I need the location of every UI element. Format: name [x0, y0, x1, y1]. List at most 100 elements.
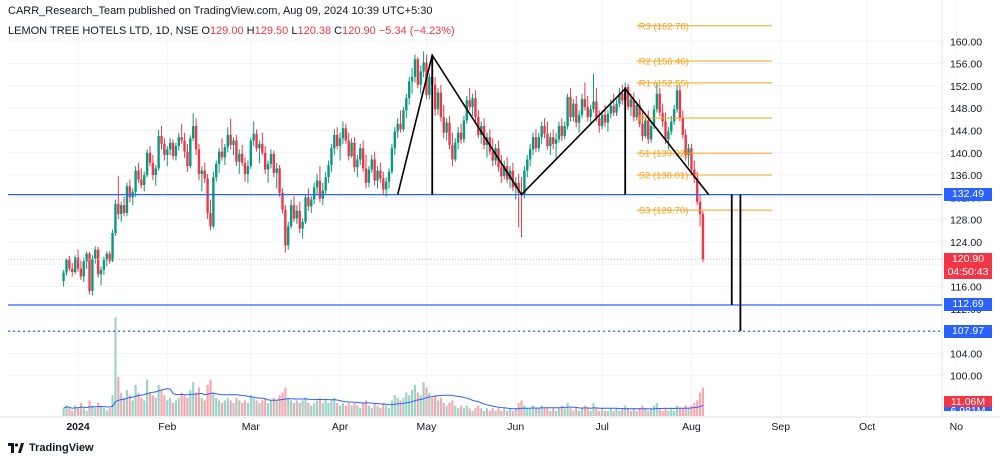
volume-bar	[226, 397, 229, 416]
candle-body	[448, 122, 451, 145]
volume-bar	[157, 384, 160, 416]
candle-body	[598, 118, 601, 127]
volume-bar	[506, 410, 509, 416]
volume-bar	[482, 410, 486, 416]
candle-body	[238, 153, 241, 162]
volume-bar	[143, 400, 146, 416]
volume-bar	[382, 403, 385, 416]
volume-bar	[650, 408, 653, 416]
volume-bar	[218, 400, 221, 416]
candle-body	[255, 133, 258, 149]
volume-bar	[552, 408, 555, 416]
volume-bar	[229, 400, 232, 416]
candle-body	[419, 71, 422, 85]
candle-body	[174, 146, 178, 157]
volume-bar	[626, 408, 630, 416]
volume-bar	[232, 403, 235, 416]
volume-bar	[347, 403, 350, 416]
volume-bar	[396, 397, 399, 416]
candle-body	[402, 110, 405, 130]
volume-bar	[554, 410, 558, 416]
candle-body	[281, 192, 284, 210]
time-tick-label: Mar	[242, 421, 261, 433]
candle-body	[315, 180, 319, 188]
volume-bar	[511, 410, 514, 416]
candle-body	[341, 128, 345, 139]
volume-bar	[624, 405, 627, 416]
candle-body	[439, 92, 443, 118]
volume-bar	[465, 405, 468, 416]
volume-bar	[693, 403, 696, 416]
candle-body	[589, 109, 592, 118]
candle-body	[583, 99, 587, 108]
volume-bar	[292, 403, 296, 416]
volume-bar	[235, 397, 238, 416]
volume-bar	[454, 405, 457, 416]
candle-body	[471, 98, 474, 108]
candle-body	[120, 205, 123, 215]
candle-body	[569, 97, 572, 118]
volume-bar	[523, 405, 526, 416]
candle-body	[304, 197, 307, 222]
volume-bar	[439, 397, 442, 416]
candle-body	[451, 144, 454, 160]
candle-body	[399, 123, 402, 130]
volume-bar	[258, 403, 261, 416]
volume-bars	[62, 317, 705, 416]
double-top-pattern	[396, 53, 742, 332]
candle-body	[600, 114, 604, 127]
published-line: CARR_Research_Team published on TradingV…	[8, 5, 433, 17]
time-axis[interactable]: 2024 Feb Mar Apr May Jun Jul Aug Sep Oct No	[66, 421, 963, 433]
candle-body	[68, 259, 71, 269]
volume-bar	[546, 408, 549, 416]
volume-bar	[531, 405, 535, 416]
volume-bar	[261, 400, 264, 416]
candle-body	[364, 168, 368, 183]
candle-body	[612, 105, 615, 113]
volume-bar	[278, 395, 281, 416]
volume-bar	[405, 392, 408, 416]
candle-body	[687, 148, 690, 155]
volume-bar	[272, 397, 275, 416]
candle-body	[454, 142, 457, 160]
volume-bar	[166, 400, 169, 416]
volume-bar	[615, 408, 618, 416]
time-tick-label: Jun	[507, 421, 524, 433]
candle-body	[681, 118, 684, 135]
candle-body	[575, 103, 578, 123]
volume-bar	[583, 405, 586, 416]
volume-bar	[419, 395, 422, 416]
tradingview-logo[interactable]: TradingView	[8, 442, 94, 454]
volume-bar	[696, 400, 699, 416]
candle-body	[91, 258, 94, 291]
volume-bar	[189, 390, 192, 416]
candle-body	[405, 98, 408, 111]
candle-body	[62, 272, 65, 281]
candle-body	[88, 253, 91, 291]
time-tick-label: Oct	[859, 421, 875, 433]
volume-bar	[62, 408, 65, 416]
volume-bar	[364, 400, 368, 416]
candle-body	[229, 134, 232, 145]
price-tick-label: 124.00	[950, 237, 982, 249]
candle-body	[543, 126, 546, 134]
volume-bar	[117, 377, 120, 416]
time-tick-label: Apr	[332, 421, 349, 433]
volume-bar	[434, 395, 437, 416]
volume-bar	[580, 408, 584, 416]
candle-body	[422, 62, 425, 72]
volume-bar	[114, 317, 117, 416]
candle-body	[330, 148, 333, 166]
pivot-P-label: P	[639, 114, 645, 125]
volume-bar	[284, 387, 287, 416]
change-value: −5.34 (−4.23%)	[378, 25, 455, 37]
volume-bar	[698, 392, 702, 416]
volume-bar	[431, 397, 434, 416]
price-tick-label: 152.00	[950, 81, 982, 93]
volume-bar	[675, 405, 679, 416]
candle-body	[102, 259, 106, 270]
candle-body	[540, 126, 543, 138]
volume-bar	[529, 408, 532, 416]
candle-body	[192, 126, 195, 139]
